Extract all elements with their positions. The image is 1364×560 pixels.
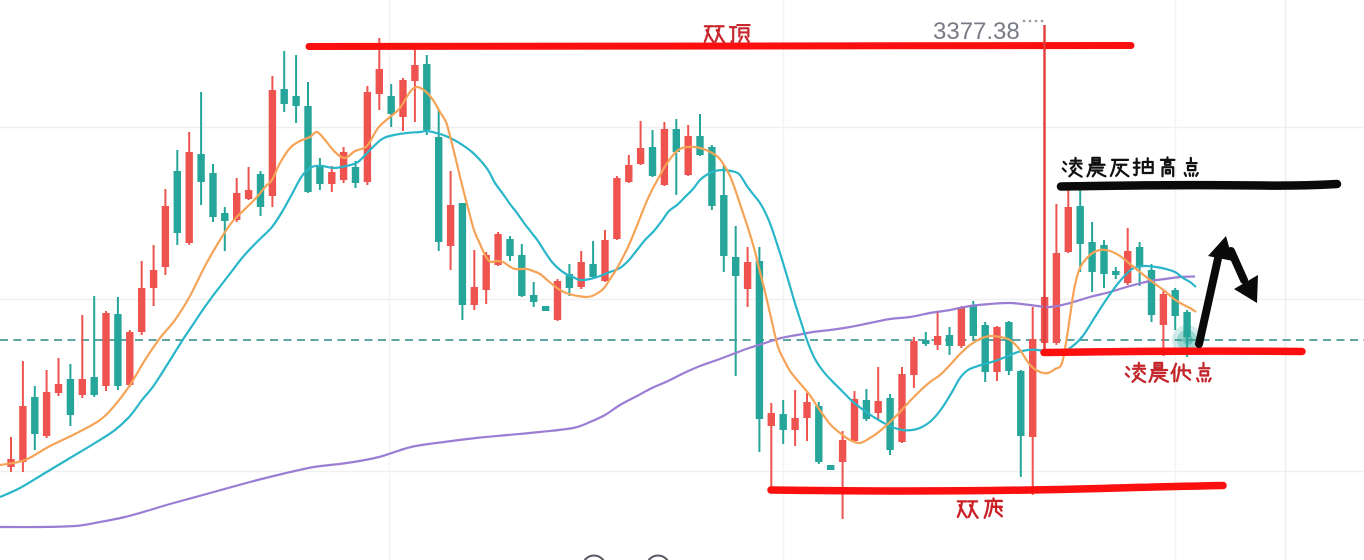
svg-text:3377.38: 3377.38 [933,18,1020,45]
